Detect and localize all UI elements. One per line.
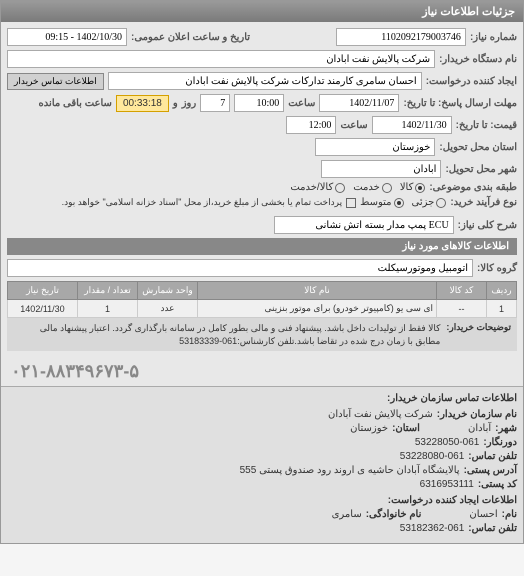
th-name: نام کالا <box>198 282 437 300</box>
creator-contact-header: اطلاعات ایجاد کننده درخواست: <box>388 495 517 506</box>
valid-time-input[interactable] <box>286 116 336 134</box>
contact-header: اطلاعات تماس سازمان خریدار: <box>387 393 517 404</box>
province-label: استان محل تحویل: <box>439 142 517 153</box>
description-row: توضیحات خریدار: کالا فقط از تولیدات داخل… <box>7 318 517 351</box>
remain-suffix: ساعت باقی مانده <box>39 98 112 109</box>
buyer-label: نام دستگاه خریدار: <box>439 54 517 65</box>
contact-section: اطلاعات تماس سازمان خریدار: نام سازمان خ… <box>1 386 523 543</box>
datetime-input[interactable] <box>7 28 127 46</box>
desc-label: توضیحات خریدار: <box>446 322 511 347</box>
cprov-value: خوزستان <box>350 423 388 434</box>
td-date: 1402/11/30 <box>8 300 78 318</box>
fax-label: دورنگار: <box>483 437 517 448</box>
proc-note: پرداخت تمام یا بخشی از مبلغ خرید،از محل … <box>62 197 342 208</box>
lname-value: سامری <box>332 509 362 520</box>
days-label: روز <box>182 98 197 109</box>
radio-goods-label: کالا <box>400 182 414 193</box>
td-qty: 1 <box>78 300 138 318</box>
ccity-value: آبادان <box>468 423 491 434</box>
th-unit: واحد شمارش <box>138 282 198 300</box>
radio-medium-label: متوسط <box>360 197 391 208</box>
th-date: تاریخ نیاز <box>8 282 78 300</box>
deadline-time-input[interactable] <box>234 94 284 112</box>
classify-radio-group: کالا خدمت کالا/خدمت <box>290 182 425 193</box>
valid-date-input[interactable] <box>372 116 452 134</box>
reqno-input[interactable] <box>336 28 466 46</box>
city-input[interactable] <box>321 160 441 178</box>
ctel-label: تلفن تماس: <box>468 523 517 534</box>
radio-small-label: جزئی <box>412 197 435 208</box>
radio-small[interactable] <box>436 198 446 208</box>
group-input[interactable] <box>7 259 473 277</box>
buyer-input[interactable] <box>7 50 435 68</box>
subject-label: شرح کلی نیاز: <box>458 220 517 231</box>
td-name: ای سی یو (کامپیوتر خودرو) برای موتور بنز… <box>198 300 437 318</box>
th-row: ردیف <box>487 282 517 300</box>
deadline-label: مهلت ارسال پاسخ: تا تاریخ: <box>403 98 517 109</box>
datetime-label: تاریخ و ساعت اعلان عمومی: <box>131 32 250 43</box>
radio-medium[interactable] <box>394 198 404 208</box>
td-unit: عدد <box>138 300 198 318</box>
items-table: ردیف کد کالا نام کالا واحد شمارش تعداد /… <box>7 281 517 318</box>
panel-title: جزئیات اطلاعات نیاز <box>1 1 523 22</box>
lname-label: نام خانوادگی: <box>366 509 422 520</box>
postal-value: 6316953111 <box>420 479 474 490</box>
desc-text: کالا فقط از تولیدات داخل باشد. پیشنهاد ف… <box>13 322 440 347</box>
radio-service[interactable] <box>382 183 392 193</box>
valid-time-label: ساعت <box>340 120 367 131</box>
cprov-label: استان: <box>392 423 420 434</box>
table-row[interactable]: 1 -- ای سی یو (کامپیوتر خودرو) برای موتو… <box>8 300 517 318</box>
main-panel: جزئیات اطلاعات نیاز شماره نیاز: تاریخ و … <box>0 0 524 544</box>
name-value: احسان <box>469 509 497 520</box>
city-label: شهر محل تحویل: <box>445 164 517 175</box>
deadline-time-label: ساعت <box>288 98 315 109</box>
td-row: 1 <box>487 300 517 318</box>
postal-label: کد پستی: <box>478 479 517 490</box>
proc-label: نوع فرآیند خرید: <box>450 197 517 208</box>
org-label: نام سازمان خریدار: <box>437 409 517 420</box>
proc-radio-group: جزئی متوسط <box>360 197 446 208</box>
remain-time-badge: 00:33:18 <box>116 95 169 112</box>
group-label: گروه کالا: <box>477 263 517 274</box>
remain-and: و <box>173 98 178 109</box>
items-header: اطلاعات کالاهای مورد نیاز <box>7 238 517 255</box>
radio-service-label: خدمت <box>353 182 380 193</box>
creator-input[interactable] <box>108 72 422 90</box>
classify-label: طبقه بندی موضوعی: <box>429 182 517 193</box>
addr-label: آدرس پستی: <box>464 465 517 476</box>
contact-info-button[interactable]: اطلاعات تماس خریدار <box>7 73 104 90</box>
days-input[interactable] <box>200 94 230 112</box>
ctel-value: 53182362-061 <box>400 523 465 534</box>
info-section: شماره نیاز: تاریخ و ساعت اعلان عمومی: نا… <box>1 22 523 357</box>
valid-label: قیمت: تا تاریخ: <box>456 120 517 131</box>
table-header-row: ردیف کد کالا نام کالا واحد شمارش تعداد /… <box>8 282 517 300</box>
fax-value: 53228050-061 <box>415 437 480 448</box>
ccity-label: شهر: <box>495 423 517 434</box>
tel-value: 53228080-061 <box>400 451 465 462</box>
radio-both-label: کالا/خدمت <box>290 182 333 193</box>
th-code: کد کالا <box>437 282 487 300</box>
subject-input[interactable] <box>274 216 454 234</box>
large-phone: ۰۲۱-۸۸۳۴۹۶۷۳-۵ <box>1 357 523 386</box>
deadline-date-input[interactable] <box>319 94 399 112</box>
tel-label: تلفن تماس: <box>468 451 517 462</box>
radio-goods[interactable] <box>415 183 425 193</box>
org-value: شرکت پالایش نفت آبادان <box>328 409 433 420</box>
td-code: -- <box>437 300 487 318</box>
th-qty: تعداد / مقدار <box>78 282 138 300</box>
province-input[interactable] <box>315 138 435 156</box>
radio-both[interactable] <box>335 183 345 193</box>
name-label: نام: <box>502 509 517 520</box>
creator-label: ایجاد کننده درخواست: <box>426 76 517 87</box>
reqno-label: شماره نیاز: <box>470 32 517 43</box>
treasury-checkbox[interactable] <box>346 198 356 208</box>
addr-value: پالایشگاه آبادان حاشیه ی اروند رود صندوق… <box>240 465 460 476</box>
